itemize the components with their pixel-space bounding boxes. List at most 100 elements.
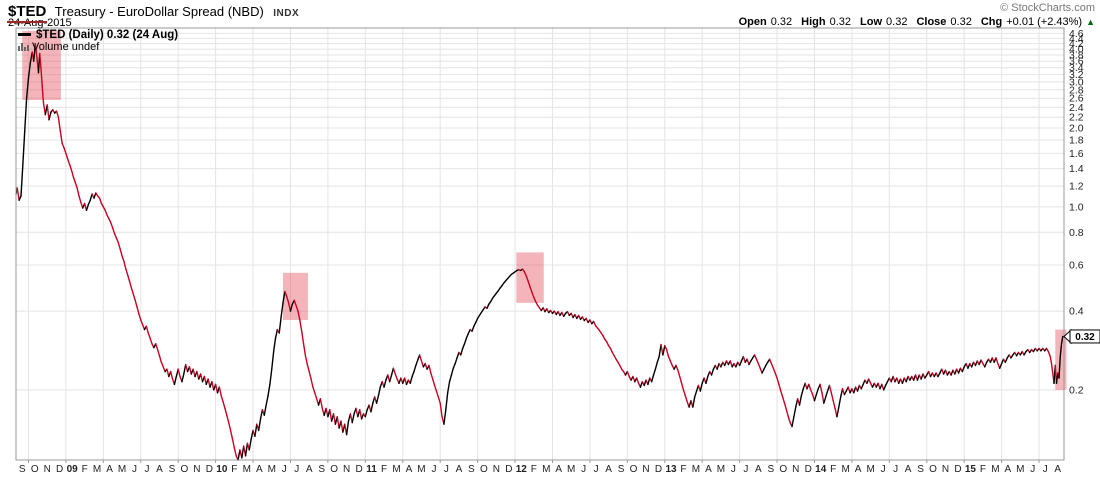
x-axis-label: F — [381, 464, 387, 475]
x-axis-label: F — [531, 464, 537, 475]
price-line-segment — [214, 383, 219, 394]
x-axis-label: 14 — [815, 464, 827, 475]
price-line-segment — [523, 271, 527, 277]
price-line-segment — [119, 248, 123, 257]
y-axis-label: 4.6 — [1069, 28, 1084, 40]
price-line-segment — [780, 390, 784, 398]
x-axis-label: M — [542, 464, 550, 475]
price-line-segment — [207, 378, 211, 388]
price-line-segment — [819, 383, 823, 394]
price-line-segment — [254, 423, 258, 438]
x-axis-label: M — [567, 464, 575, 475]
price-line-segment — [647, 377, 651, 386]
price-line-segment — [286, 295, 290, 304]
price-line-segment — [231, 438, 236, 449]
price-line-segment — [160, 361, 164, 368]
price-line-segment — [267, 383, 271, 397]
price-line-segment — [329, 409, 333, 422]
price-line-segment — [16, 187, 20, 201]
x-axis-label: A — [605, 464, 612, 475]
price-tag-value: 0.32 — [1075, 332, 1095, 343]
price-line-segment — [465, 332, 469, 339]
price-line-segment — [654, 361, 658, 370]
price-line-segment — [446, 380, 451, 394]
y-axis-label: 1.0 — [1069, 201, 1084, 213]
price-line-segment — [218, 386, 222, 397]
chart-date: 24-Aug-2015 — [7, 17, 72, 29]
x-axis-label: J — [893, 464, 898, 475]
price-line-segment — [25, 77, 30, 99]
price-line-segment — [669, 360, 673, 367]
y-axis-label: 3.2 — [1069, 69, 1084, 81]
y-axis-label: 2.0 — [1069, 123, 1084, 135]
price-line-segment — [664, 345, 668, 351]
x-axis-label: S — [318, 464, 325, 475]
series-legend-label: $TED (Daily) 0.32 (24 Aug) — [36, 29, 179, 41]
copyright: © StockCharts.com — [1000, 2, 1095, 14]
price-line-segment — [211, 380, 215, 391]
price-line-segment — [729, 360, 733, 368]
price-line-segment — [1050, 362, 1054, 374]
high-value: 0.32 — [829, 16, 852, 28]
x-axis-label: D — [655, 464, 662, 475]
x-axis-label: M — [1016, 464, 1024, 475]
price-line-segment — [67, 158, 71, 166]
y-axis-label: 4.4 — [1069, 33, 1084, 45]
price-line-segment — [192, 368, 196, 378]
price-line-segment — [289, 303, 294, 312]
price-line-segment — [742, 355, 746, 363]
price-line-segment — [757, 362, 761, 369]
price-line-segment — [250, 429, 254, 440]
date-text: 24-Aug-2015 — [8, 17, 72, 29]
price-line-segment — [130, 287, 134, 295]
x-axis-label: A — [256, 464, 263, 475]
x-axis-label: S — [917, 464, 924, 475]
price-line-segment — [454, 357, 458, 365]
x-axis-label: J — [1030, 464, 1035, 475]
y-axis-label: 1.4 — [1069, 163, 1084, 175]
series-legend: $TED (Daily) 0.32 (24 Aug) — [18, 29, 178, 41]
price-line-segment — [650, 374, 655, 383]
price-line-segment — [183, 363, 187, 375]
price-line-segment — [961, 366, 965, 373]
x-axis-label: S — [19, 464, 26, 475]
price-line-segment — [24, 97, 28, 132]
price-line-segment — [274, 328, 279, 339]
x-axis-label: S — [767, 464, 774, 475]
price-line-segment — [443, 409, 447, 425]
price-line-segment — [87, 199, 91, 206]
x-axis-label: A — [1005, 464, 1012, 475]
volume-legend-label: Volume undef — [32, 41, 100, 53]
x-axis-label: F — [980, 464, 986, 475]
price-line-segment — [265, 395, 269, 406]
price-line-segment — [1059, 343, 1063, 358]
x-axis-label: 11 — [366, 464, 377, 475]
price-line-segment — [999, 362, 1003, 369]
price-line-segment — [244, 442, 249, 457]
price-line-segment — [72, 176, 76, 184]
price-line-segment — [823, 396, 827, 404]
price-line-segment — [665, 348, 670, 358]
price-line-segment — [20, 163, 24, 197]
price-line-segment — [98, 197, 103, 205]
x-axis-label: O — [630, 464, 638, 475]
price-line-segment — [692, 396, 696, 408]
price-line-segment — [70, 169, 75, 178]
x-axis-label: A — [406, 464, 413, 475]
price-line-segment — [388, 374, 393, 383]
price-line-segment — [359, 409, 363, 420]
price-line-segment — [825, 390, 829, 398]
price-line-segment — [525, 275, 529, 282]
y-axis-label: 4.2 — [1069, 38, 1084, 50]
price-line-segment — [753, 354, 758, 360]
x-axis-label: J — [1043, 464, 1048, 475]
price-line-segment — [248, 438, 252, 451]
x-axis-label: 15 — [965, 464, 977, 475]
x-axis-label: O — [480, 464, 488, 475]
price-line-segment — [220, 395, 224, 403]
price-line-segment — [74, 181, 78, 189]
open-value: 0.32 — [770, 16, 793, 28]
price-line-segment — [188, 366, 192, 375]
price-line-segment — [471, 325, 475, 332]
price-line-segment — [652, 368, 657, 376]
